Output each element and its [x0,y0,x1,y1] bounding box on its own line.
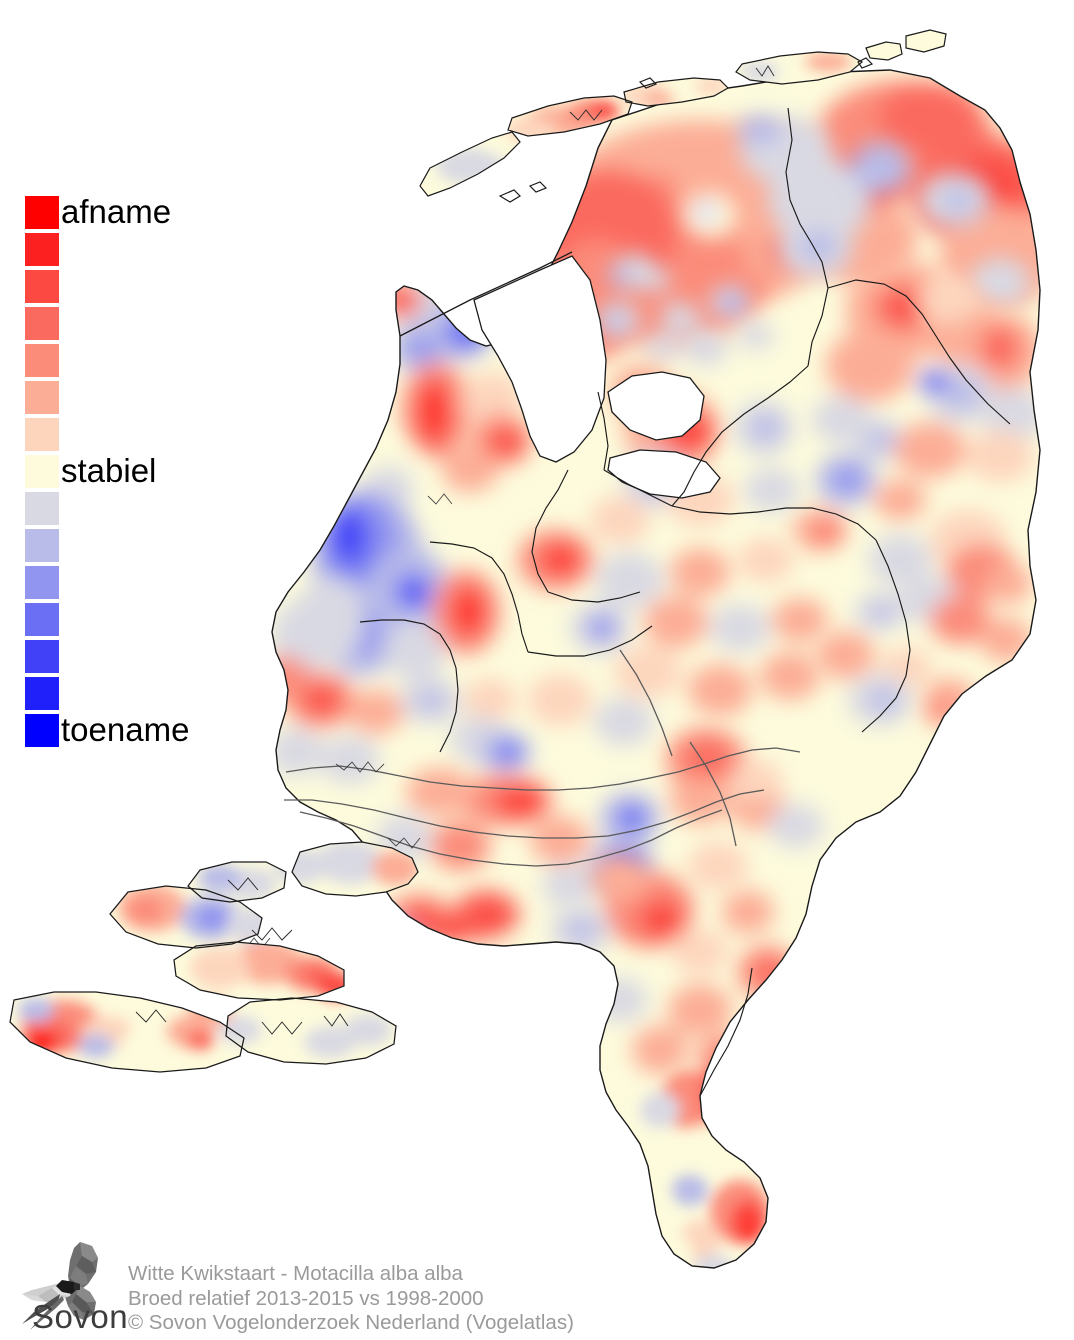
sovon-logo: Sovon [22,1242,126,1332]
legend-swatch-3 [25,270,59,303]
surface-blobs-east [792,262,1040,726]
legend-swatch-2 [25,233,59,266]
caption-species: Witte Kwikstaart - Motacilla alba alba [128,1262,463,1285]
swallow-icon [22,1242,98,1330]
legend-swatch-11 [25,566,59,599]
legend-swatch-8 [25,455,59,488]
legend-swatch-7 [25,418,59,451]
map-legend: afname stabiel [25,193,255,751]
legend-row [25,233,255,270]
wadden-outlines [419,29,947,203]
river-system [284,649,801,867]
legend-swatch-5 [25,344,59,377]
legend-row [25,270,255,307]
footer: Sovon Witte Kwikstaart - Motacilla alba … [18,1240,1058,1335]
zeeland-group [9,841,419,1073]
caption-block: Witte Kwikstaart - Motacilla alba alba B… [128,1262,1028,1336]
legend-row [25,344,255,381]
zeeland-outline [9,841,419,1073]
legend-swatch-15 [25,714,59,747]
legend-swatch-4 [25,307,59,340]
legend-row [25,566,255,603]
caption-copyright: © Sovon Vogelonderzoek Nederland (Vogela… [128,1311,574,1334]
legend-row [25,677,255,714]
legend-label-stabiel: stabiel [61,452,157,489]
mainland-surface [272,70,1040,1268]
caption-survey: Broed relatief 2013-2015 vs 1998-2000 [128,1286,484,1310]
legend-row [25,603,255,640]
legend-row [25,640,255,677]
province-borders [359,107,1011,1097]
afsluitdijk [399,251,573,337]
sovon-wordmark: Sovon [32,1298,126,1332]
wadden-dike-detail [569,65,775,121]
legend-row [25,381,255,418]
legend-row: stabiel [25,452,255,492]
mainland-group [237,69,1041,1269]
legend-row [25,418,255,455]
legend-row [25,529,255,566]
legend-swatch-1 [25,196,59,229]
legend-row: toename [25,711,255,751]
legend-label-toename: toename [61,711,190,748]
legend-swatch-10 [25,529,59,562]
ijsselmeer [473,255,607,463]
legend-row: afname [25,193,255,233]
markermeer [607,371,705,441]
legend-swatch-12 [25,603,59,636]
svg-text:Sovon: Sovon [32,1298,126,1332]
legend-swatch-13 [25,640,59,673]
legend-row [25,492,255,529]
legend-swatch-6 [25,381,59,414]
legend-swatch-14 [25,677,59,710]
mainland-outline [271,69,1041,1269]
legend-row [25,307,255,344]
zeeland-surface [10,842,418,1072]
legend-label-afname: afname [61,193,172,230]
surface-blobs-north-blue [596,114,1030,366]
delta-dike-detail [135,877,349,1035]
legend-swatch-9 [25,492,59,525]
